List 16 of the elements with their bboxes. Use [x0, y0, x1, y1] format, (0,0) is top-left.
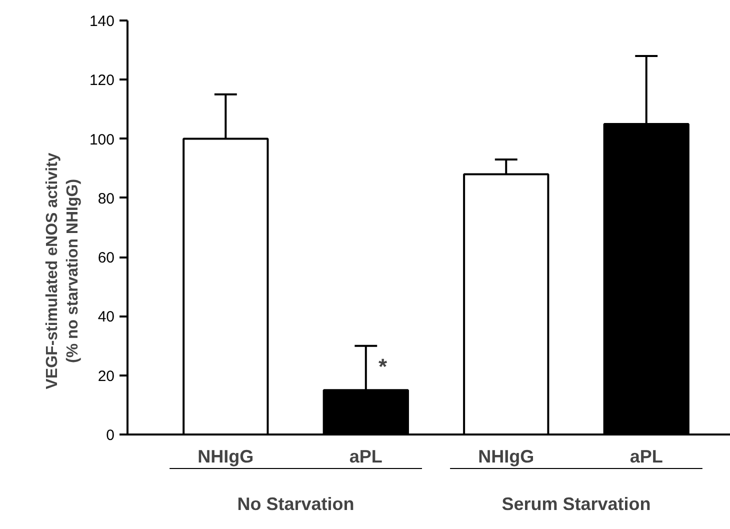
x-tick-label: NHIgG [198, 446, 254, 467]
x-tick-label: aPL [630, 446, 663, 467]
y-tick-label: 40 [98, 308, 115, 326]
y-tick-label: 60 [98, 250, 115, 267]
y-tick-label: 100 [89, 131, 115, 148]
y-tick-label: 20 [98, 368, 115, 385]
annotation: * [378, 354, 388, 380]
text: No Starvation [237, 494, 354, 514]
y-tick-label: 80 [98, 190, 115, 208]
y-tick-label: 140 [89, 13, 115, 30]
y-tick-label: 0 [106, 427, 114, 444]
x-tick-label: aPL [349, 446, 382, 467]
y-axis-title: VEGF-stimulated eNOS activity (% no starvation NHIgG) [44, 152, 82, 390]
text: Serum Starvation [502, 494, 651, 514]
x-tick-label: NHIgG [478, 446, 534, 467]
y-tick-label: 120 [89, 72, 115, 90]
